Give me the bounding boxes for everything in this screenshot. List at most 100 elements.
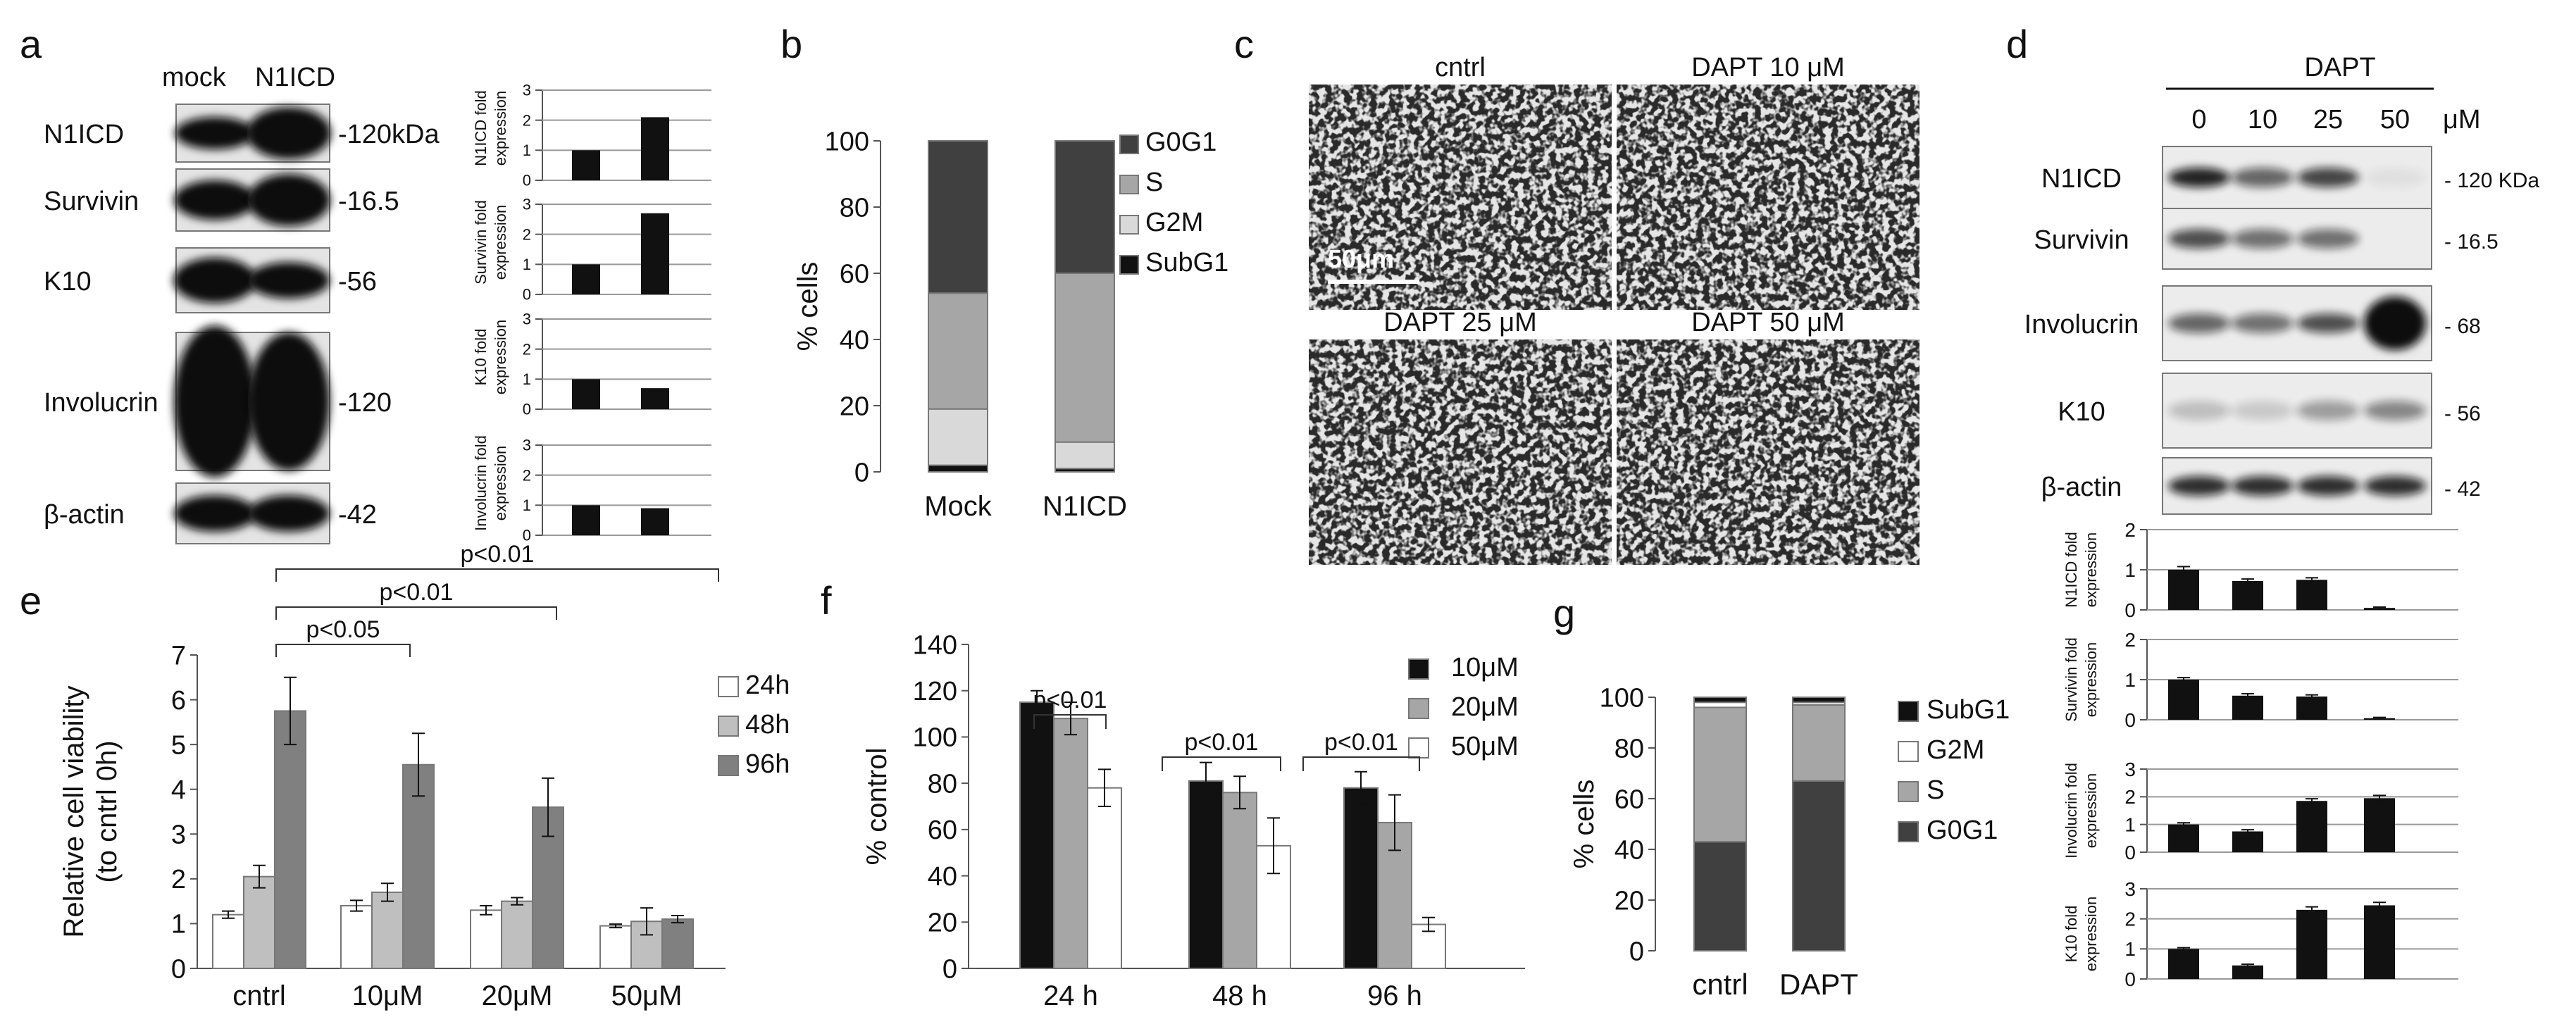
chart-f-bracket-label: p<0.01 xyxy=(1033,687,1107,713)
blot-d-lane-unit: μM xyxy=(2443,105,2481,135)
chart-a-subplot4-bar xyxy=(572,505,600,535)
chart-a-subplot2-y-tick-label: 2 xyxy=(523,225,531,243)
chart-f-legend-swatch xyxy=(1408,737,1429,759)
blot-d-row-label: N1ICD xyxy=(2041,164,2122,194)
chart-d-subplot1-bar xyxy=(2168,570,2199,610)
chart-e-y-tick-label: 4 xyxy=(171,775,186,805)
blot-d-row-label: Survivin xyxy=(2034,225,2129,255)
chart-f-legend-label: 50μM xyxy=(1451,732,1519,761)
chart-g-bar-segment xyxy=(1792,697,1846,704)
chart-d-subplot2-y-tick-label: 1 xyxy=(2124,669,2136,691)
blot-d-size-marker: - 68 xyxy=(2444,315,2481,338)
chart-d-subplot1-y-tick-label: 0 xyxy=(2124,599,2136,621)
chart-e-bar xyxy=(661,918,694,969)
chart-g-x-tick-label: cntrl xyxy=(1692,968,1748,1001)
chart-b-x-tick-label: Mock xyxy=(924,491,993,522)
chart-f-y-tick-label: 120 xyxy=(913,677,957,706)
chart-e-ylabel: (to cntrl 0h) xyxy=(92,740,123,882)
chart-d-subplot4-bar xyxy=(2364,905,2395,979)
chart-f-bar xyxy=(1019,701,1054,970)
blot-d-band xyxy=(2364,476,2426,496)
chart-f-legend-swatch xyxy=(1408,659,1429,680)
chart-a-subplot4-bar xyxy=(641,508,669,535)
blot-a-band xyxy=(248,495,330,532)
chart-d-subplot3-y-tick-label: 1 xyxy=(2124,813,2136,835)
chart-e-bar xyxy=(340,905,373,969)
chart-e-bar xyxy=(243,875,275,970)
chart-b-legend-label: SubG1 xyxy=(1145,248,1228,277)
blot-a-size-marker: -42 xyxy=(338,500,377,530)
chart-f-y-tick-label: 60 xyxy=(928,816,957,845)
chart-d-subplot3-bar xyxy=(2168,824,2199,852)
blot-d-lane-label: 0 xyxy=(2191,105,2206,135)
blot-a-row-label: Involucrin xyxy=(44,388,158,418)
chart-a-subplot2-ylabel: Survivin fold xyxy=(472,200,490,285)
chart-d-subplot2-ylabel: Survivin fold xyxy=(2062,637,2080,722)
chart-d-subplot1-bar xyxy=(2296,580,2327,610)
chart-a-subplot2-y-tick-label: 0 xyxy=(523,286,531,304)
chart-g-y-tick-label: 60 xyxy=(1614,785,1644,814)
chart-e-ylabel: Relative cell viability xyxy=(58,686,89,938)
chart-f-legend-swatch xyxy=(1408,698,1429,719)
blot-d-band xyxy=(2297,401,2359,420)
chart-e-legend-swatch xyxy=(718,676,739,697)
blot-a-row-label: β-actin xyxy=(44,500,125,530)
chart-f-bracket xyxy=(1033,714,1107,729)
chart-a-subplot4-y-tick-label: 0 xyxy=(523,527,531,544)
chart-b-bar-segment xyxy=(928,408,988,466)
chart-a-subplot3-ylabel: expression xyxy=(492,320,509,394)
blot-d-lane-label: 50 xyxy=(2380,105,2410,135)
chart-b-y-tick-label: 0 xyxy=(854,458,869,487)
chart-e-bar xyxy=(470,909,502,970)
chart-d-subplot1-ylabel: expression xyxy=(2082,532,2100,607)
chart-b-ylabel: % cells xyxy=(792,262,823,351)
blot-a-band xyxy=(247,174,330,226)
chart-b-legend-swatch xyxy=(1119,135,1139,154)
chart-d-subplot4-y-tick-label: 2 xyxy=(2124,908,2136,930)
blot-a-size-marker: -120 xyxy=(338,388,392,418)
chart-b-y-tick-label: 40 xyxy=(840,325,869,355)
blot-a-band xyxy=(174,180,256,220)
chart-b-y-tick-label: 80 xyxy=(840,193,869,223)
chart-f-y-tick-label: 80 xyxy=(928,769,957,799)
blot-d-band xyxy=(2297,476,2359,496)
chart-g-legend-swatch xyxy=(1898,701,1919,722)
chart-f-y-tick-label: 100 xyxy=(913,723,957,753)
chart-d-subplot2-bar xyxy=(2232,695,2263,720)
chart-a-subplot1-y-tick-label: 0 xyxy=(523,172,531,189)
chart-b-legend-swatch xyxy=(1119,255,1139,275)
chart-d-subplot4-ylabel: expression xyxy=(2082,897,2100,971)
chart-a-subplot3-y-tick-label: 3 xyxy=(523,311,531,328)
chart-e-bracket xyxy=(275,568,719,582)
chart-b-y-tick-label: 100 xyxy=(825,127,869,156)
chart-g-legend-swatch xyxy=(1898,741,1919,762)
chart-d-subplot3-y-tick-label: 0 xyxy=(2124,842,2136,863)
chart-b-legend-swatch xyxy=(1119,215,1139,235)
chart-f-bar xyxy=(1053,718,1088,970)
chart-f-bar xyxy=(1343,787,1379,969)
chart-f-legend-label: 20μM xyxy=(1451,692,1519,722)
chart-f-y-tick-label: 140 xyxy=(913,630,957,660)
chart-e-x-tick-label: cntrl xyxy=(232,980,286,1011)
blot-d-band xyxy=(2297,168,2359,187)
chart-a-subplot2-ylabel: expression xyxy=(492,205,509,280)
chart-e-y-tick-label: 5 xyxy=(171,730,186,760)
chart-e-y-tick-label: 7 xyxy=(171,641,186,670)
chart-d-subplot4-y-tick-label: 0 xyxy=(2124,968,2136,990)
blot-a-band xyxy=(175,117,255,149)
chart-b-bar-segment xyxy=(1054,273,1115,443)
chart-e-y-tick-label: 6 xyxy=(171,686,186,716)
blot-d-band xyxy=(2168,229,2230,249)
chart-g-bar-segment xyxy=(1693,706,1747,843)
chart-f-bracket-label: p<0.01 xyxy=(1185,729,1259,756)
chart-f-bracket xyxy=(1162,756,1281,771)
blot-a-row-label: K10 xyxy=(44,267,92,297)
chart-e-legend-swatch xyxy=(718,755,739,776)
chart-a-subplot2-bar xyxy=(572,264,600,294)
chart-f-bar xyxy=(1188,780,1224,970)
chart-b-legend-label: S xyxy=(1145,168,1163,197)
chart-a-subplot1-bar xyxy=(572,150,600,180)
chart-a-subplot3-ylabel: K10 fold xyxy=(472,329,490,386)
chart-d-subplot3-ylabel: expression xyxy=(2082,773,2100,848)
blot-a-size-marker: -120kDa xyxy=(338,120,440,149)
